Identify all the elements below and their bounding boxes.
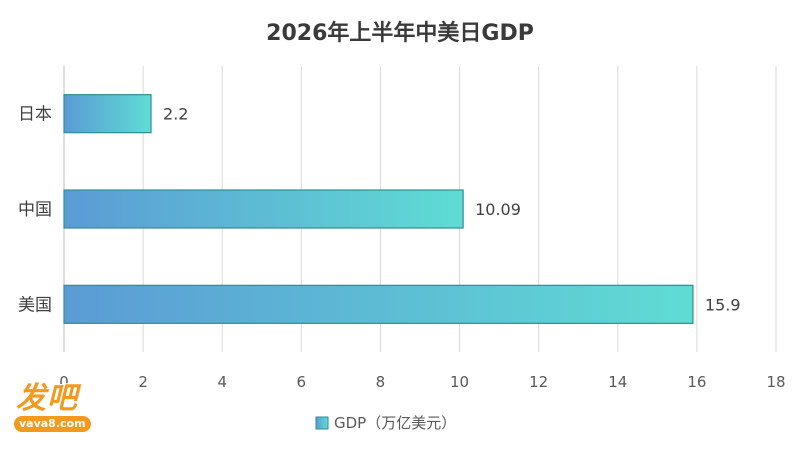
x-tick-label: 2	[138, 373, 148, 391]
x-tick-label: 6	[297, 373, 307, 391]
watermark-logo: 发吧 vava8.com	[12, 382, 112, 438]
data-label: 15.9	[705, 295, 741, 314]
watermark-main-text: 发吧	[16, 381, 78, 416]
data-label: 2.2	[163, 105, 188, 124]
bar-0	[63, 94, 152, 134]
category-label: 美国	[18, 295, 52, 315]
x-tick-label: 18	[766, 373, 785, 391]
x-tick-label: 12	[529, 373, 548, 391]
x-tick-label: 14	[608, 373, 627, 391]
category-label: 中国	[18, 200, 52, 220]
x-axis-ticks: 0 2 4 6 8 10 12 14 16 18	[59, 373, 785, 391]
bar-1	[63, 189, 464, 229]
x-tick-label: 16	[687, 373, 706, 391]
legend-swatch	[315, 416, 329, 430]
bar-2	[63, 284, 694, 324]
legend: GDP（万亿美元）	[315, 414, 456, 432]
x-tick-label: 0	[59, 373, 69, 391]
category-label: 日本	[18, 105, 52, 125]
x-tick-label: 8	[376, 373, 386, 391]
watermark-sub-text: vava8.com	[14, 416, 91, 432]
chart-title: 2026年上半年中美日GDP	[266, 20, 534, 46]
bars	[63, 94, 694, 324]
data-label: 10.09	[475, 200, 521, 219]
data-labels: 2.2 10.09 15.9	[163, 105, 741, 315]
legend-label: GDP（万亿美元）	[334, 414, 456, 432]
x-tick-label: 10	[450, 373, 469, 391]
x-tick-label: 4	[217, 373, 227, 391]
